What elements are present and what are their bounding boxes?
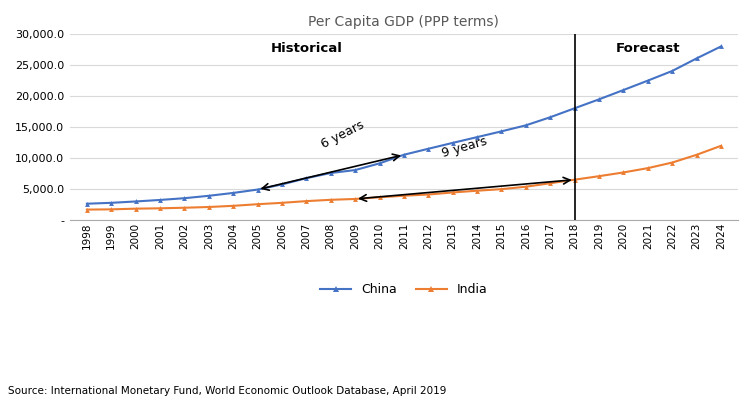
India	[180, 205, 189, 210]
India	[82, 207, 91, 212]
China	[643, 78, 652, 83]
India	[643, 166, 652, 170]
Text: Historical: Historical	[270, 42, 343, 55]
India	[521, 184, 530, 189]
China	[326, 171, 335, 176]
India	[131, 206, 140, 211]
China	[302, 176, 311, 181]
China	[229, 191, 238, 195]
China	[399, 152, 408, 157]
China	[180, 196, 189, 201]
India	[473, 188, 482, 193]
India	[570, 177, 579, 182]
India	[448, 190, 457, 195]
China	[619, 88, 628, 92]
India	[302, 199, 311, 203]
China	[82, 201, 91, 206]
Text: 6 years: 6 years	[319, 118, 367, 151]
India	[692, 152, 701, 157]
India	[229, 203, 238, 208]
India	[107, 207, 116, 212]
China	[131, 199, 140, 204]
China	[156, 197, 165, 202]
China	[716, 44, 725, 49]
Line: India: India	[84, 143, 724, 212]
China	[253, 187, 262, 192]
China	[448, 140, 457, 145]
China	[521, 123, 530, 128]
Legend: China, India: China, India	[315, 279, 492, 301]
China	[107, 201, 116, 205]
Text: Forecast: Forecast	[615, 42, 680, 55]
China	[351, 168, 360, 172]
India	[253, 202, 262, 207]
China	[473, 135, 482, 140]
Title: Per Capita GDP (PPP terms): Per Capita GDP (PPP terms)	[309, 15, 499, 29]
China	[546, 115, 555, 120]
India	[668, 160, 677, 165]
China	[570, 106, 579, 111]
China	[692, 56, 701, 61]
China	[375, 161, 384, 166]
China	[204, 193, 213, 198]
China	[277, 182, 286, 187]
India	[424, 192, 433, 197]
India	[716, 143, 725, 148]
Text: 9 years: 9 years	[441, 135, 489, 160]
China	[497, 129, 506, 134]
India	[399, 193, 408, 198]
India	[546, 181, 555, 185]
Text: Source: International Monetary Fund, World Economic Outlook Database, April 2019: Source: International Monetary Fund, Wor…	[8, 386, 446, 396]
India	[156, 206, 165, 211]
India	[351, 197, 360, 201]
Line: China: China	[84, 44, 724, 206]
China	[424, 146, 433, 151]
India	[375, 195, 384, 200]
China	[668, 68, 677, 73]
India	[204, 205, 213, 209]
India	[619, 170, 628, 175]
China	[594, 97, 603, 102]
India	[277, 201, 286, 205]
India	[594, 174, 603, 179]
India	[326, 197, 335, 202]
India	[497, 187, 506, 191]
